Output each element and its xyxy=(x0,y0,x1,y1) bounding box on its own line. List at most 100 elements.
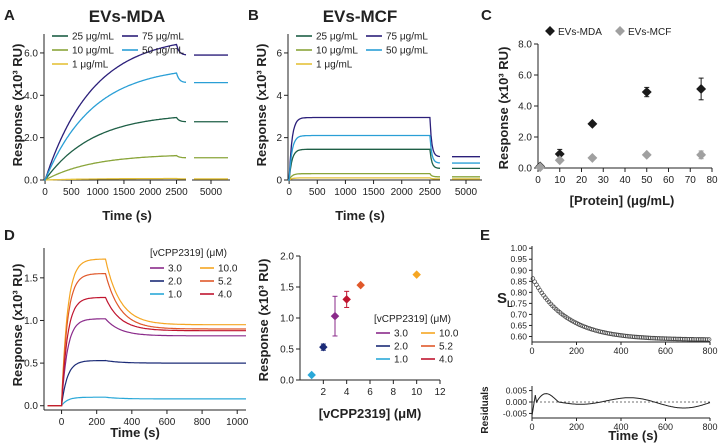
panel-b-legend-label-1: 10 μg/mL xyxy=(316,46,358,57)
panel-d-right-legend-label-0: 1.0 xyxy=(394,355,408,366)
panel-c-x-tick-label: 40 xyxy=(619,175,631,186)
panel-b-y-tick-label: 2 xyxy=(276,133,282,144)
panel-d-left-y-tick-label: 0.5 xyxy=(24,359,38,370)
panel-d-left-ylabel: Response (x10³ RU) xyxy=(10,264,25,387)
panel-b-legend-label-3: 75 μg/mL xyxy=(386,32,428,43)
panel-a-x-tick-label: 1000 xyxy=(87,187,110,198)
panel-b-legend-label-0: 25 μg/mL xyxy=(316,32,358,43)
panel-c-point-evs-mcf xyxy=(535,162,546,173)
panel-e-bottom-x-tick-label: 200 xyxy=(569,422,584,432)
panel-d-right-y-tick-label: 0.0 xyxy=(280,376,294,387)
panel-a-legend-label-2: 1 μg/mL xyxy=(72,60,109,71)
panel-d-left-series-2 xyxy=(47,396,246,407)
panel-c-point-evs-mda xyxy=(641,87,652,97)
panel-e-decay-point xyxy=(535,285,541,290)
panel-e-top-x-tick-label: 800 xyxy=(702,346,717,356)
panel-e-top-y-tick-label: 0.80 xyxy=(510,287,527,297)
panel-b-y-tick-label: 0 xyxy=(276,176,282,187)
panel-e-xlabel: Time (s) xyxy=(608,428,658,443)
panel-b-series-4 xyxy=(288,134,441,181)
panel-d-left-legend-label-0: 3.0 xyxy=(168,264,182,275)
panel-d-right-legend-label-4: 5.2 xyxy=(439,342,453,353)
panel-d-right-legend-label-1: 2.0 xyxy=(394,342,408,353)
panel-b-series-3 xyxy=(288,116,441,181)
panel-e-decay-point xyxy=(706,337,712,342)
panel-c-xlabel: [Protein] (μg/mL) xyxy=(570,193,675,208)
panel-b-xlabel: Time (s) xyxy=(335,208,385,223)
panel-a-ylabel: Response (x10³ RU) xyxy=(10,44,25,167)
panel-letter-e: E xyxy=(480,227,490,244)
panel-d-left-x-tick-label: 200 xyxy=(88,417,105,428)
panel-e-top-y-tick-label: 0.60 xyxy=(510,331,527,341)
panel-b-x-tick-label: 500 xyxy=(309,187,326,198)
panel-e-bottom-y-tick-label: 0.000 xyxy=(506,397,528,407)
panel-e-top-ylabel-sub: L xyxy=(507,299,513,309)
panel-a-title: EVs-MDA xyxy=(89,7,166,26)
panel-d-left-legend-label-1: 2.0 xyxy=(168,277,182,288)
panel-c-x-tick-label: 80 xyxy=(706,175,718,186)
panel-e-bottom-x-tick-label: 600 xyxy=(658,422,673,432)
panel-e-residual-line xyxy=(531,393,711,416)
panel-a-x-tick-label: 500 xyxy=(63,187,80,198)
panel-e-bottom-x-tick-label: 0 xyxy=(529,422,534,432)
panel-d-left-legend-label-2: 1.0 xyxy=(168,290,182,301)
panel-c-x-tick-label: 70 xyxy=(685,175,697,186)
panel-d-left-legend-title: [vCPP2319] (μM) xyxy=(150,248,227,259)
panel-d-left-series-3 xyxy=(47,258,246,407)
panel-d-left-x-tick-label: 0 xyxy=(59,417,65,428)
panel-b-x-tick-label: 0 xyxy=(286,187,292,198)
panel-e-bottom-x-tick-label: 800 xyxy=(702,422,717,432)
panel-a-x-tick-label: 2000 xyxy=(139,187,162,198)
panel-c-point-evs-mcf xyxy=(696,149,707,160)
panel-b-legend-label-2: 1 μg/mL xyxy=(316,60,353,71)
panel-e-top-y-tick-label: 0.95 xyxy=(510,254,527,264)
panel-d-right-point-5 xyxy=(412,270,421,279)
panel-d-right-point-0 xyxy=(307,370,316,380)
panel-d-left-y-tick-label: 0.0 xyxy=(24,401,38,412)
panel-d-right-x-tick-label: 6 xyxy=(367,387,373,398)
panel-d-right-legend-title: [vCPP2319] (μM) xyxy=(374,314,451,325)
panel-c-y-tick-label: 6.0 xyxy=(518,71,532,82)
panel-d-right-x-tick-label: 4 xyxy=(344,387,350,398)
panel-a-y-tick-label: 6.0 xyxy=(24,48,38,59)
panel-e-top-x-tick-label: 600 xyxy=(658,346,673,356)
panel-d-left-series-1 xyxy=(47,359,246,407)
panel-c-point-evs-mcf xyxy=(587,152,598,163)
panel-e-top-x-tick-label: 400 xyxy=(613,346,628,356)
panel-a-series-0 xyxy=(44,116,186,181)
panel-b-x-tick-label: 2000 xyxy=(391,187,414,198)
panel-c-x-tick-label: 20 xyxy=(576,175,588,186)
panel-d-left-legend-label-3: 10.0 xyxy=(218,264,238,275)
panel-c-y-tick-label: 8.0 xyxy=(518,40,532,51)
panel-d-right-point-3 xyxy=(342,295,351,304)
panel-letter-b: B xyxy=(248,7,259,24)
panel-d-left-legend-label-4: 5.2 xyxy=(218,277,232,288)
panel-a-series-4 xyxy=(44,72,187,181)
panel-b-y-tick-label: 6 xyxy=(276,48,282,59)
panel-b-x-tick-label: 2500 xyxy=(419,187,442,198)
panel-letter-d: D xyxy=(4,227,15,244)
panel-c-legend-marker-0 xyxy=(545,26,555,36)
panel-d-left-y-tick-label: 1.5 xyxy=(24,273,38,284)
panel-e-bottom-ylabel: Residuals xyxy=(480,386,491,434)
panel-c-y-tick-label: 0.0 xyxy=(518,164,532,175)
panel-c-ylabel: Response (x10³ RU) xyxy=(496,47,511,170)
panel-a-x-tick-label: 5000 xyxy=(200,187,223,198)
panel-c-legend-label-0: EVs-MDA xyxy=(558,27,602,38)
panel-d-right-x-tick-label: 10 xyxy=(411,387,423,398)
panel-c-y-tick-label: 4.0 xyxy=(518,102,532,113)
panel-a-legend-label-4: 50 μg/mL xyxy=(142,46,184,57)
panel-c-point-evs-mcf xyxy=(554,155,565,166)
panel-d-right-legend-label-2: 3.0 xyxy=(394,329,408,340)
panel-e-bottom-x-tick-label: 400 xyxy=(613,422,628,432)
panel-c-x-tick-label: 30 xyxy=(598,175,610,186)
panel-c-legend-label-1: EVs-MCF xyxy=(628,27,671,38)
panel-c-point-evs-mda xyxy=(696,84,707,94)
panel-d-left-legend-label-5: 4.0 xyxy=(218,290,232,301)
panel-e-top-x-tick-label: 0 xyxy=(529,346,534,356)
panel-a-legend-label-1: 10 μg/mL xyxy=(72,46,114,57)
panel-c-point-evs-mcf xyxy=(641,149,652,160)
panel-a-legend-label-3: 75 μg/mL xyxy=(142,32,184,43)
panel-d-right-y-tick-label: 0.5 xyxy=(280,345,294,356)
